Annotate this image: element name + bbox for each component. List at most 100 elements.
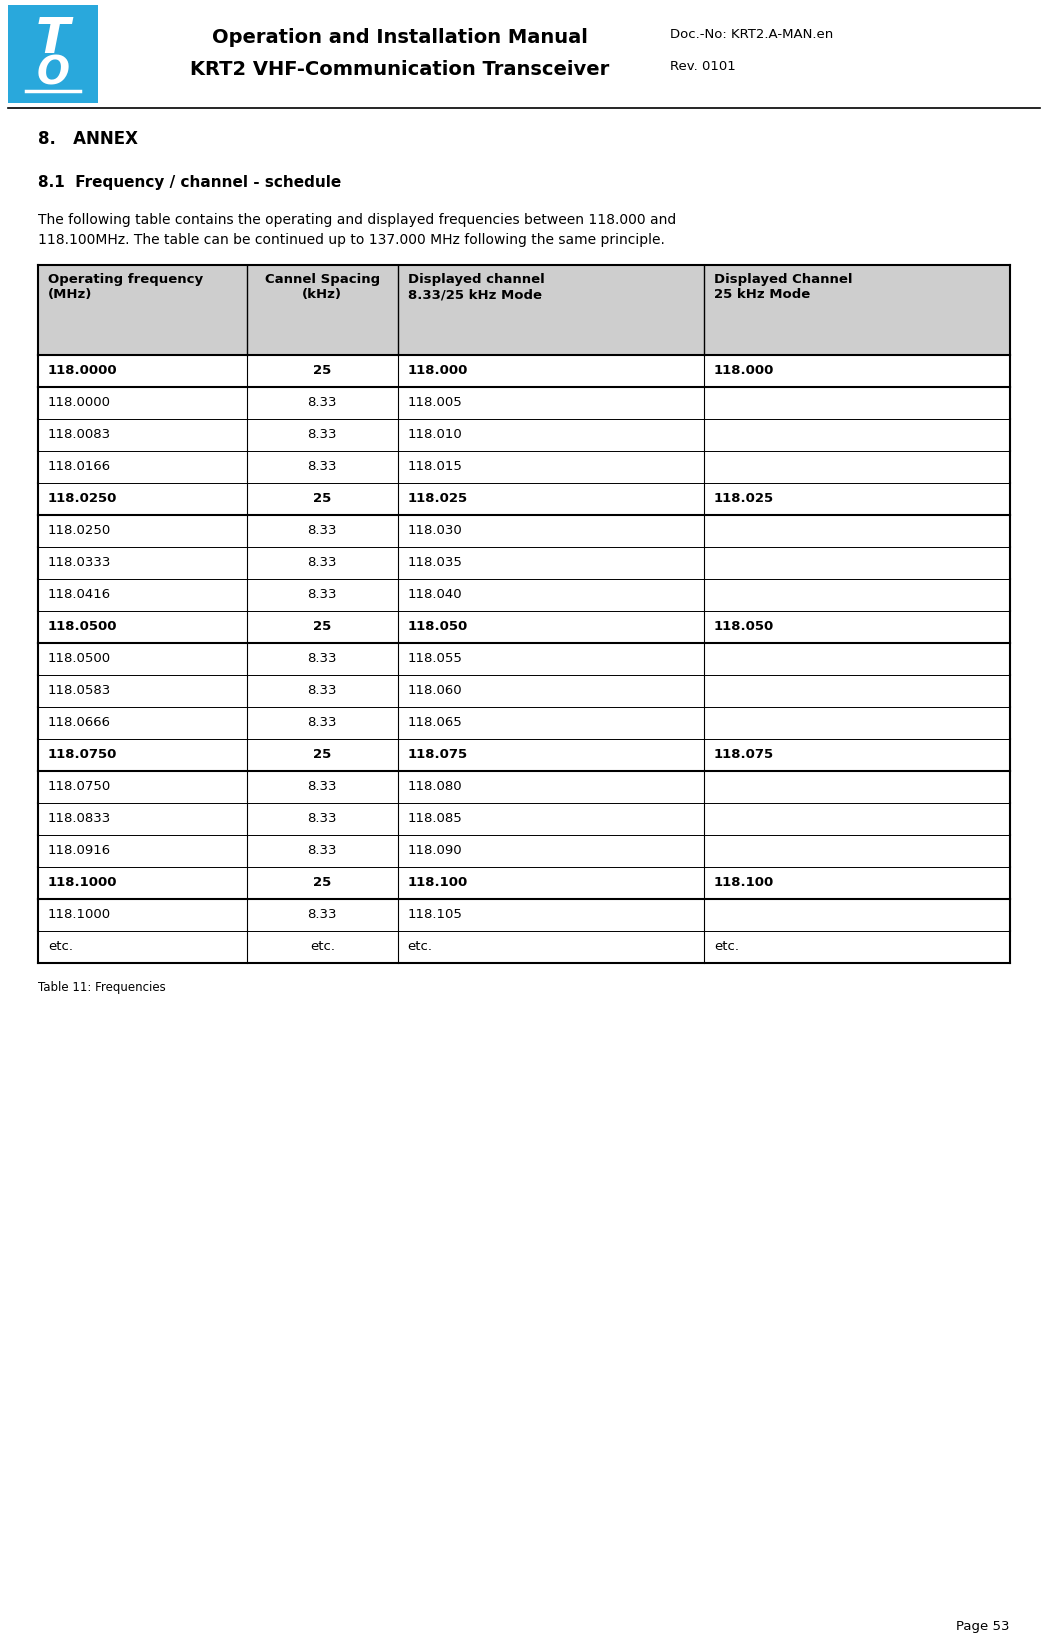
Text: 118.050: 118.050 [408, 619, 467, 632]
Text: 118.100MHz. The table can be continued up to 137.000 MHz following the same prin: 118.100MHz. The table can be continued u… [38, 232, 664, 247]
Text: 8.33: 8.33 [307, 460, 337, 473]
Text: 118.0083: 118.0083 [48, 428, 111, 440]
Text: 118.0500: 118.0500 [48, 652, 111, 664]
Text: 118.030: 118.030 [408, 524, 462, 537]
Text: 118.0916: 118.0916 [48, 843, 111, 856]
Text: 118.0416: 118.0416 [48, 588, 111, 601]
Bar [38, 387, 1010, 418]
Bar [38, 740, 1010, 771]
Text: 25: 25 [313, 619, 331, 632]
Text: O: O [37, 54, 69, 92]
Text: Displayed channel
8.33/25 kHz Mode: Displayed channel 8.33/25 kHz Mode [408, 273, 544, 301]
Text: 118.085: 118.085 [408, 812, 462, 825]
Text: 118.0583: 118.0583 [48, 684, 111, 697]
Text: Table 11: Frequencies: Table 11: Frequencies [38, 982, 166, 995]
Text: 118.075: 118.075 [408, 748, 467, 761]
Bar [38, 483, 1010, 516]
Text: 118.0250: 118.0250 [48, 491, 117, 504]
Text: 118.055: 118.055 [408, 652, 462, 664]
Bar [38, 899, 1010, 931]
Text: 8.33: 8.33 [307, 652, 337, 664]
Bar [38, 835, 1010, 866]
Text: 8.33: 8.33 [307, 907, 337, 921]
Text: Cannel Spacing
(kHz): Cannel Spacing (kHz) [265, 273, 379, 301]
Bar [38, 418, 1010, 451]
Bar [38, 516, 1010, 547]
Bar [38, 642, 1010, 675]
Text: 8.33: 8.33 [307, 395, 337, 408]
Text: 118.100: 118.100 [714, 876, 774, 888]
Text: KRT2 VHF-Communication Transceiver: KRT2 VHF-Communication Transceiver [191, 59, 610, 79]
Text: 118.005: 118.005 [408, 395, 462, 408]
Text: 8.   ANNEX: 8. ANNEX [38, 130, 138, 148]
Text: 118.080: 118.080 [408, 779, 462, 792]
Text: 118.105: 118.105 [408, 907, 462, 921]
Text: 8.33: 8.33 [307, 428, 337, 440]
Text: 118.010: 118.010 [408, 428, 462, 440]
Text: 25: 25 [313, 491, 331, 504]
Text: 118.0000: 118.0000 [48, 395, 111, 408]
Bar [38, 931, 1010, 963]
Text: 118.0666: 118.0666 [48, 715, 111, 728]
Text: 118.0750: 118.0750 [48, 748, 117, 761]
Text: 8.33: 8.33 [307, 555, 337, 568]
Text: 8.1  Frequency / channel - schedule: 8.1 Frequency / channel - schedule [38, 175, 342, 189]
Bar [38, 675, 1010, 707]
Bar [38, 707, 1010, 740]
Text: T: T [36, 15, 70, 63]
Text: 118.035: 118.035 [408, 555, 462, 568]
Text: 118.100: 118.100 [408, 876, 467, 888]
Text: 118.0333: 118.0333 [48, 555, 111, 568]
Text: 118.060: 118.060 [408, 684, 462, 697]
Text: 8.33: 8.33 [307, 684, 337, 697]
Text: 118.1000: 118.1000 [48, 876, 117, 888]
Text: 118.075: 118.075 [714, 748, 773, 761]
Text: 8.33: 8.33 [307, 715, 337, 728]
Text: 118.050: 118.050 [714, 619, 774, 632]
Bar [38, 451, 1010, 483]
Text: Page 53: Page 53 [957, 1621, 1010, 1632]
Text: 118.090: 118.090 [408, 843, 462, 856]
Text: Doc.-No: KRT2.A-MAN.en: Doc.-No: KRT2.A-MAN.en [670, 28, 833, 41]
Text: 118.015: 118.015 [408, 460, 462, 473]
Bar [38, 265, 1010, 356]
Text: etc.: etc. [48, 939, 73, 952]
Text: 118.000: 118.000 [408, 364, 468, 377]
Text: Rev. 0101: Rev. 0101 [670, 59, 736, 72]
Bar [38, 547, 1010, 580]
Text: etc.: etc. [408, 939, 433, 952]
Text: 118.040: 118.040 [408, 588, 462, 601]
Text: 118.0166: 118.0166 [48, 460, 111, 473]
Text: 118.0500: 118.0500 [48, 619, 117, 632]
Text: 118.0000: 118.0000 [48, 364, 117, 377]
Text: 25: 25 [313, 364, 331, 377]
Text: 25: 25 [313, 876, 331, 888]
Text: Operating frequency
(MHz): Operating frequency (MHz) [48, 273, 203, 301]
Text: 118.0833: 118.0833 [48, 812, 111, 825]
Text: Displayed Channel
25 kHz Mode: Displayed Channel 25 kHz Mode [714, 273, 852, 301]
Text: 8.33: 8.33 [307, 524, 337, 537]
Text: 8.33: 8.33 [307, 843, 337, 856]
Text: 118.025: 118.025 [714, 491, 773, 504]
Text: 118.0750: 118.0750 [48, 779, 111, 792]
Bar [38, 866, 1010, 899]
Bar [38, 356, 1010, 387]
Text: 118.025: 118.025 [408, 491, 467, 504]
Bar [38, 804, 1010, 835]
Text: etc.: etc. [714, 939, 739, 952]
Bar [8, 5, 99, 104]
Text: The following table contains the operating and displayed frequencies between 118: The following table contains the operati… [38, 212, 676, 227]
Text: 118.1000: 118.1000 [48, 907, 111, 921]
Text: 118.0250: 118.0250 [48, 524, 111, 537]
Text: 118.000: 118.000 [714, 364, 774, 377]
Text: 25: 25 [313, 748, 331, 761]
Bar [38, 580, 1010, 611]
Text: 8.33: 8.33 [307, 779, 337, 792]
Text: 8.33: 8.33 [307, 588, 337, 601]
Bar [38, 611, 1010, 642]
Text: 8.33: 8.33 [307, 812, 337, 825]
Bar [38, 771, 1010, 804]
Text: etc.: etc. [310, 939, 334, 952]
Text: 118.065: 118.065 [408, 715, 462, 728]
Text: Operation and Installation Manual: Operation and Installation Manual [212, 28, 588, 48]
